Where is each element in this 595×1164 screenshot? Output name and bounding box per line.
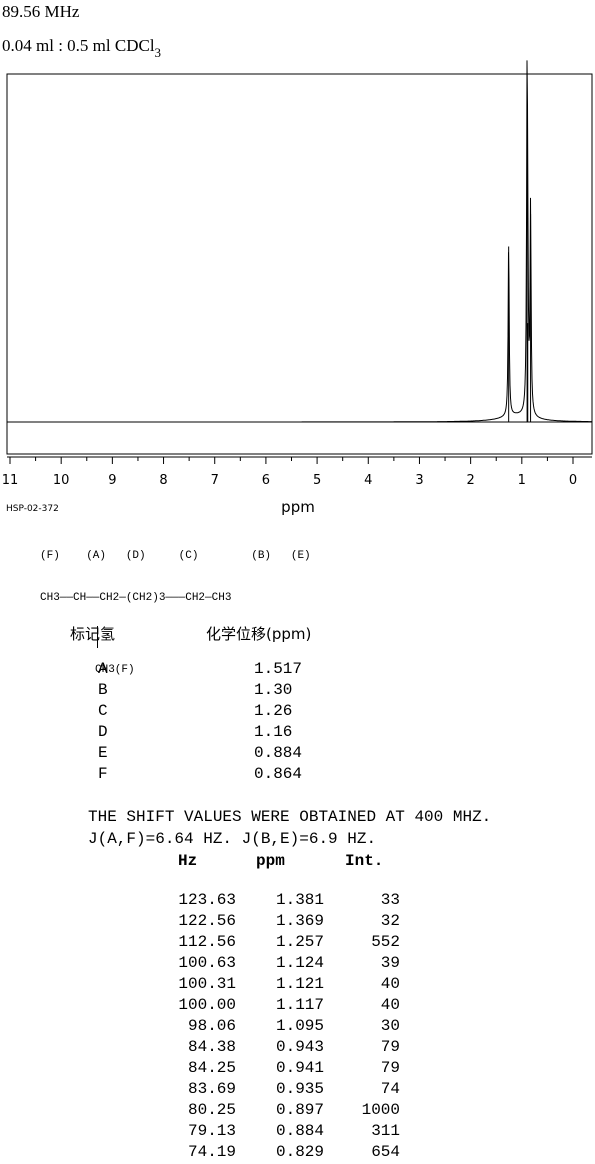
peak-ppm: 0.935 bbox=[275, 1080, 324, 1098]
peak-hz: 100.31 bbox=[178, 975, 236, 993]
peak-row: 79.13 0.884 311 bbox=[0, 1122, 595, 1143]
peak-row: 100.63 1.124 39 bbox=[0, 954, 595, 975]
structure-branch: CH3(F) bbox=[95, 664, 135, 676]
peak-hz: 100.63 bbox=[178, 954, 236, 972]
assignment-header-shift: 化学位移(ppm) bbox=[206, 625, 312, 643]
x-tick-label: 4 bbox=[364, 473, 372, 488]
assignment-label: B bbox=[98, 681, 108, 699]
peak-ppm: 0.829 bbox=[275, 1143, 324, 1161]
spectrum-line bbox=[7, 60, 592, 423]
solvent-subscript: 3 bbox=[154, 45, 162, 60]
assignment-header-label: 标记氢 bbox=[70, 625, 116, 643]
x-tick-label: 10 bbox=[53, 473, 70, 488]
x-tick-label: 9 bbox=[108, 473, 116, 488]
peak-ppm: 1.369 bbox=[275, 912, 324, 930]
peak-hz: 123.63 bbox=[178, 891, 236, 909]
peak-hz: 83.69 bbox=[187, 1080, 236, 1098]
x-tick-label: 3 bbox=[415, 473, 423, 488]
nmr-spectrum-chart: 11 10 9 8 7 6 5 4 3 2 1 0 ppm bbox=[2, 60, 593, 516]
structure-branch-line bbox=[97, 626, 98, 648]
coupling-note: J(A,F)=6.64 HZ. J(B,E)=6.9 HZ. bbox=[88, 830, 377, 848]
peak-intensity: 311 bbox=[371, 1122, 400, 1140]
x-tick-label: 7 bbox=[211, 473, 219, 488]
peak-header-hz: Hz bbox=[178, 852, 198, 870]
peak-row: 80.25 0.897 1000 bbox=[0, 1101, 595, 1122]
x-axis-label: ppm bbox=[281, 498, 315, 516]
structure-main-chain: CH3——CH——CH2—(CH2)3———CH2—CH3 bbox=[40, 592, 232, 604]
peak-intensity: 654 bbox=[371, 1143, 400, 1161]
assignment-label: C bbox=[98, 702, 108, 720]
peak-intensity: 33 bbox=[380, 891, 400, 909]
assignment-shift: 1.26 bbox=[254, 702, 293, 720]
peak-row: 122.56 1.369 32 bbox=[0, 912, 595, 933]
peak-hz: 84.25 bbox=[187, 1059, 236, 1077]
x-tick-label: 5 bbox=[313, 473, 321, 488]
assignment-label: F bbox=[98, 765, 108, 783]
peak-row: 74.19 0.829 654 bbox=[0, 1143, 595, 1164]
peak-row: 100.31 1.121 40 bbox=[0, 975, 595, 996]
shift-note: THE SHIFT VALUES WERE OBTAINED AT 400 MH… bbox=[88, 808, 492, 826]
assignment-shift: 1.30 bbox=[254, 681, 293, 699]
x-tick-label: 0 bbox=[569, 473, 577, 488]
peak-ppm: 1.257 bbox=[275, 933, 324, 951]
spectrometer-frequency: 89.56 MHz bbox=[2, 2, 80, 21]
peak-ppm: 1.381 bbox=[275, 891, 324, 909]
peak-hz: 98.06 bbox=[187, 1017, 236, 1035]
peak-row: 98.06 1.095 30 bbox=[0, 1017, 595, 1038]
x-tick-label: 2 bbox=[466, 473, 474, 488]
peak-hz: 79.13 bbox=[187, 1122, 236, 1140]
peak-ppm: 1.124 bbox=[275, 954, 324, 972]
peak-header-ppm: ppm bbox=[256, 852, 285, 870]
peak-row: 100.00 1.117 40 bbox=[0, 996, 595, 1017]
peak-intensity: 39 bbox=[380, 954, 400, 972]
peak-intensity: 79 bbox=[380, 1059, 400, 1077]
peak-ppm: 1.095 bbox=[275, 1017, 324, 1035]
peak-intensity: 40 bbox=[380, 996, 400, 1014]
peak-hz: 80.25 bbox=[187, 1101, 236, 1119]
assignment-shift: 1.517 bbox=[254, 660, 303, 678]
peak-intensity: 40 bbox=[380, 975, 400, 993]
peak-row: 83.69 0.935 74 bbox=[0, 1080, 595, 1101]
x-tick-label: 11 bbox=[2, 473, 19, 488]
spectrum-trace bbox=[7, 60, 592, 423]
peak-row: 123.63 1.381 33 bbox=[0, 891, 595, 912]
assignment-shift: 0.884 bbox=[254, 744, 303, 762]
peak-row: 84.38 0.943 79 bbox=[0, 1038, 595, 1059]
peak-ppm: 1.121 bbox=[275, 975, 324, 993]
peak-ppm: 0.884 bbox=[275, 1122, 324, 1140]
peak-hz: 84.38 bbox=[187, 1038, 236, 1056]
peak-header-int: Int. bbox=[345, 852, 384, 870]
peak-hz: 112.56 bbox=[178, 933, 236, 951]
peak-row: 112.56 1.257 552 bbox=[0, 933, 595, 954]
x-tick-label: 1 bbox=[518, 473, 526, 488]
assignment-label: A bbox=[98, 660, 108, 678]
assignment-shift: 1.16 bbox=[254, 723, 293, 741]
molecular-structure: (F) (A) (D) (C) (B) (E) CH3——CH——CH2—(CH… bbox=[40, 526, 311, 688]
peak-intensity: 1000 bbox=[361, 1101, 400, 1119]
peak-hz: 122.56 bbox=[178, 912, 236, 930]
peak-ppm: 0.897 bbox=[275, 1101, 324, 1119]
plot-frame bbox=[6, 73, 593, 455]
peak-row: 84.25 0.941 79 bbox=[0, 1059, 595, 1080]
peak-ppm: 0.943 bbox=[275, 1038, 324, 1056]
x-tick-label: 6 bbox=[262, 473, 270, 488]
solvent-ratio: 0.04 ml : 0.5 ml CDCl3 bbox=[2, 36, 161, 60]
assignment-label: E bbox=[98, 744, 108, 762]
structure-labels: (F) (A) (D) (C) (B) (E) bbox=[40, 550, 311, 562]
peak-intensity: 552 bbox=[371, 933, 400, 951]
peak-hz: 100.00 bbox=[178, 996, 236, 1014]
x-tick-label: 8 bbox=[159, 473, 167, 488]
assignment-shift: 0.864 bbox=[254, 765, 303, 783]
x-axis-ticks: 11 10 9 8 7 6 5 4 3 2 1 0 bbox=[2, 457, 577, 488]
peak-intensity: 30 bbox=[380, 1017, 400, 1035]
peak-intensity: 74 bbox=[380, 1080, 400, 1098]
peak-hz: 74.19 bbox=[187, 1143, 236, 1161]
peak-ppm: 1.117 bbox=[275, 996, 324, 1014]
peak-intensity: 32 bbox=[380, 912, 400, 930]
peak-ppm: 0.941 bbox=[275, 1059, 324, 1077]
assignment-label: D bbox=[98, 723, 108, 741]
solvent-text: 0.04 ml : 0.5 ml CDCl bbox=[2, 36, 155, 55]
spectrum-code: HSP-02-372 bbox=[6, 504, 59, 514]
peak-intensity: 79 bbox=[380, 1038, 400, 1056]
